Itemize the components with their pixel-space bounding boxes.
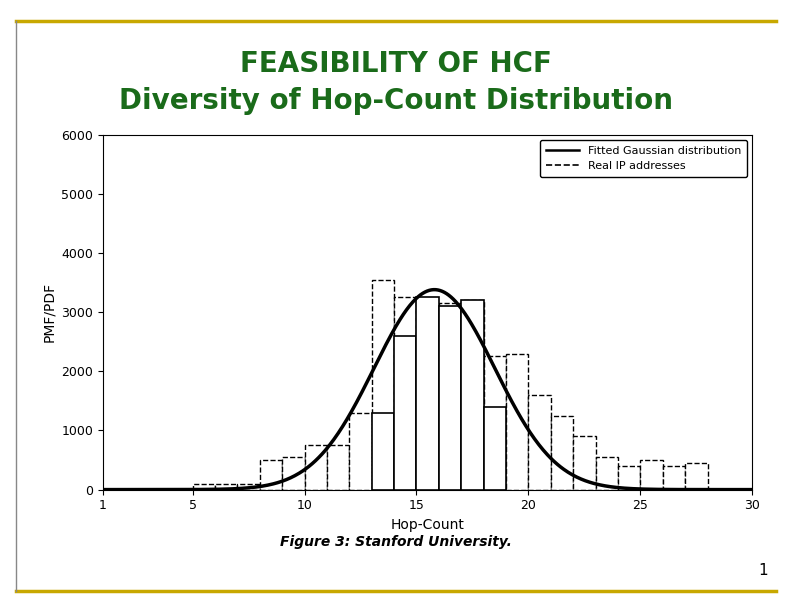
Bar <box>327 446 349 490</box>
Bar <box>618 466 641 490</box>
Bar <box>349 412 371 490</box>
Bar <box>439 306 461 490</box>
Bar <box>484 407 506 490</box>
Bar <box>663 466 685 490</box>
Bar <box>371 280 394 490</box>
Bar <box>528 395 551 490</box>
Bar <box>641 460 663 490</box>
Bar <box>573 436 596 490</box>
Bar <box>238 483 260 490</box>
Bar <box>282 457 304 490</box>
Bar <box>439 303 461 490</box>
Bar <box>215 483 238 490</box>
Bar <box>371 412 394 490</box>
Bar <box>417 297 439 490</box>
Bar <box>461 300 484 490</box>
Legend: Fitted Gaussian distribution, Real IP addresses: Fitted Gaussian distribution, Real IP ad… <box>540 140 747 177</box>
Bar <box>551 416 573 490</box>
Bar <box>506 354 528 490</box>
Bar <box>394 297 417 490</box>
Text: 1: 1 <box>759 563 768 578</box>
Bar <box>394 336 417 490</box>
Bar <box>260 460 282 490</box>
Bar <box>461 300 484 490</box>
Y-axis label: PMF/PDF: PMF/PDF <box>42 282 55 342</box>
Bar <box>304 446 327 490</box>
Bar <box>484 356 506 490</box>
Bar <box>685 463 707 490</box>
Bar <box>596 457 618 490</box>
X-axis label: Hop-Count: Hop-Count <box>390 518 465 532</box>
Text: Diversity of Hop-Count Distribution: Diversity of Hop-Count Distribution <box>119 87 673 115</box>
Bar <box>417 309 439 490</box>
Text: FEASIBILITY OF HCF: FEASIBILITY OF HCF <box>240 50 552 78</box>
Bar <box>192 483 215 490</box>
Text: Figure 3: Stanford University.: Figure 3: Stanford University. <box>280 535 512 548</box>
